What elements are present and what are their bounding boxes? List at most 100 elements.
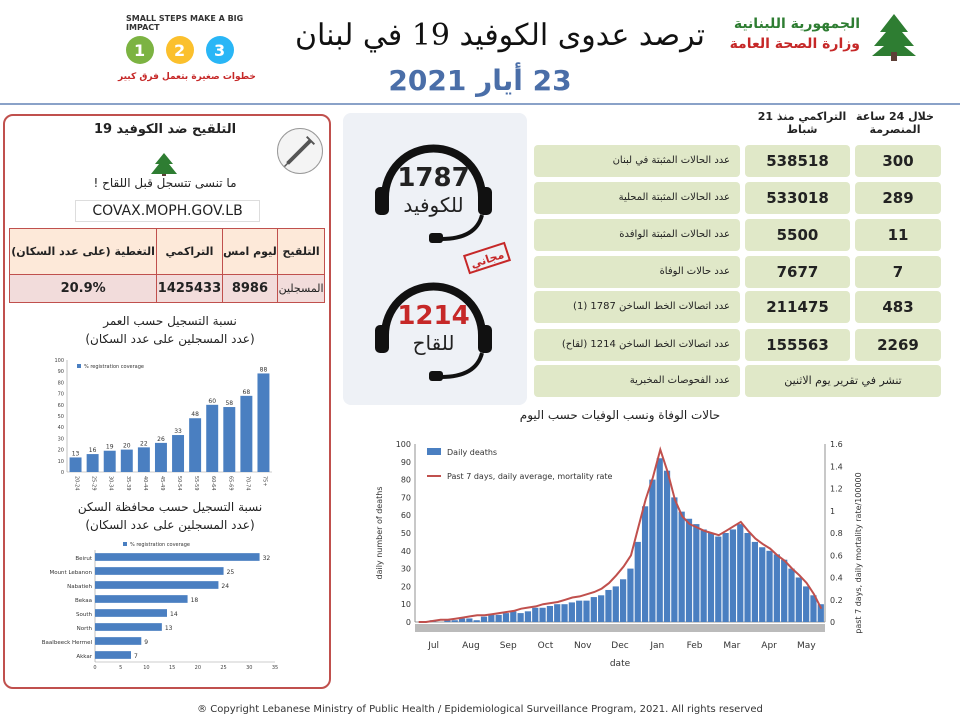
bar <box>458 618 466 622</box>
y-tick-label: 50 <box>58 414 64 420</box>
data-label: 68 <box>243 389 251 396</box>
governorate-registration-chart: 0 5 10 15 20 25 30 35 32 Beirut 25 Mount Lebanon 24 N… <box>42 542 278 671</box>
data-label: 58 <box>225 400 233 407</box>
registration-reminder: ما تنسى تتسجل قبل اللقاح ! <box>75 176 255 190</box>
stat-note: تنشر في تقرير يوم الاثنين <box>745 365 941 397</box>
row-yesterday: 8986 <box>221 274 279 303</box>
report-date: 23 أيار 2021 <box>388 64 572 97</box>
bar <box>568 602 575 622</box>
bar <box>120 449 133 472</box>
bar <box>466 618 473 622</box>
bar <box>649 479 656 622</box>
bar <box>95 595 188 603</box>
y2-tick-label: 0.2 <box>830 596 843 605</box>
vaccination-table: التلقيح ليوم امس التراكمي التغطية (على ع… <box>8 228 325 303</box>
y2-tick-label: 0.4 <box>830 574 843 583</box>
vaccine-hotline: 1214 للقاح <box>371 273 496 383</box>
vaccine-hotline-number[interactable]: 1214 <box>397 301 470 331</box>
x-tick-label: 0 <box>93 665 96 671</box>
legend-swatch <box>123 542 127 546</box>
y-tick-label: 20 <box>401 582 411 591</box>
bar <box>451 620 458 622</box>
bar <box>473 620 480 622</box>
bar <box>86 454 99 472</box>
covid-hotline: 1787 للكوفيد <box>371 135 496 245</box>
y2-tick-label: 0 <box>830 618 835 627</box>
bar <box>817 604 824 622</box>
stat-24h: 11 <box>855 219 941 251</box>
stat-label: عدد الحالات المثبتة الوافدة <box>534 219 740 251</box>
bar <box>240 395 253 472</box>
x-tick-label: 45-49 <box>159 476 165 491</box>
bar <box>95 567 224 575</box>
governorate-chart-subtitle: (عدد المسجلين على عدد السكان) <box>85 518 255 532</box>
campaign-slogan-ar: خطوات صغيرة بتعمل فرق كبير <box>118 72 256 82</box>
headset-icon <box>375 144 492 243</box>
bar <box>641 506 649 622</box>
stat-cumulative: 5500 <box>745 219 850 251</box>
y-tick-label: 100 <box>54 358 64 364</box>
data-label: 88 <box>260 366 268 373</box>
bar <box>722 533 729 622</box>
y-tick-label: 0 <box>406 618 411 627</box>
y-tick-label: Mount Lebanon <box>49 570 92 576</box>
x-tick-label: 35-39 <box>125 476 131 491</box>
x-tick-label: 40-44 <box>142 476 148 491</box>
bar <box>95 581 219 589</box>
bar <box>612 586 619 622</box>
stat-24h: 7 <box>855 256 941 288</box>
x-tick-label: 35 <box>272 665 278 671</box>
svg-text:3: 3 <box>214 41 225 60</box>
stat-cumulative: 7677 <box>745 256 850 288</box>
x-tick-label: 50-54 <box>176 476 182 491</box>
data-label: 33 <box>174 428 182 435</box>
month-label: Jul <box>427 641 439 651</box>
bar <box>517 613 524 622</box>
bar <box>223 407 236 472</box>
stat-24h: 483 <box>855 291 941 323</box>
month-label: Sep <box>500 641 517 651</box>
bar <box>488 614 495 622</box>
bar <box>95 553 260 561</box>
bar <box>605 589 612 622</box>
bar <box>671 497 678 622</box>
x-tick-label: 15 <box>169 665 175 671</box>
bar <box>189 418 202 472</box>
stat-label: عدد الفحوصات المخبرية <box>534 365 740 397</box>
bar <box>627 568 634 622</box>
x-tick-label: 30-34 <box>108 476 114 491</box>
covid-hotline-label: للكوفيد <box>403 193 464 217</box>
x-tick-label: 25-29 <box>91 476 97 491</box>
bar <box>546 605 554 622</box>
data-label: 13 <box>165 625 173 632</box>
y-tick-label: 20 <box>58 448 64 454</box>
month-label: Dec <box>611 641 628 651</box>
stat-24h: 289 <box>855 182 941 214</box>
data-label: 60 <box>208 398 216 405</box>
covax-url[interactable]: COVAX.MOPH.GOV.LB <box>75 200 260 222</box>
bar <box>95 609 167 617</box>
stat-label: عدد حالات الوفاة <box>534 256 740 288</box>
bar <box>729 529 737 622</box>
y-axis-label: daily number of deaths <box>375 487 384 580</box>
x-tick-label: 20-24 <box>74 476 80 491</box>
covid-hotline-number[interactable]: 1787 <box>397 163 470 193</box>
bar <box>206 404 219 472</box>
x-tick-label: 70-74 <box>244 476 250 491</box>
stat-cumulative: 538518 <box>745 145 850 177</box>
y-tick-label: Akkar <box>76 654 92 660</box>
month-label: Feb <box>687 641 703 651</box>
bar <box>707 533 715 622</box>
row-coverage: 20.9% <box>8 274 158 303</box>
stat-cumulative: 533018 <box>745 182 850 214</box>
bar <box>95 651 131 659</box>
bar <box>539 607 546 622</box>
x-tick-label: 20 <box>195 665 201 671</box>
y-tick-label: Nabatieh <box>67 584 92 590</box>
bar <box>561 604 568 622</box>
bar <box>700 529 707 622</box>
month-label: May <box>797 641 816 651</box>
stat-row-hotline-1214: عدد اتصالات الخط الساخن 1214 (لقاح) 1555… <box>534 329 941 361</box>
governorate-chart-title: نسبة التسجيل حسب محافظة السكن <box>77 500 263 514</box>
